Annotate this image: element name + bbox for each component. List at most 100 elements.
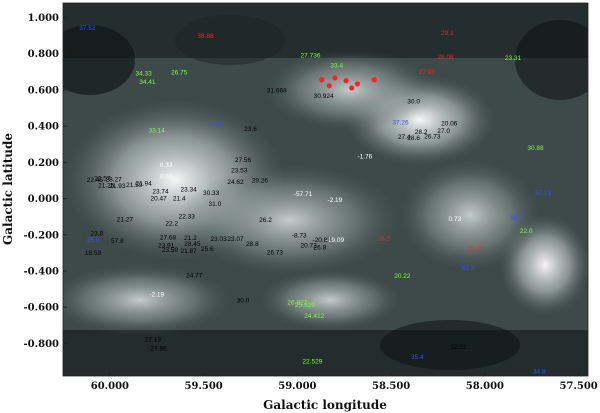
data-point-label: 21.25 — [98, 183, 115, 190]
data-point-label: 23.91 — [158, 242, 175, 249]
x-tick-label: 57.500 — [559, 381, 597, 392]
data-point-label: 30.88 — [527, 145, 544, 152]
data-point-label: 37.52 — [79, 25, 96, 32]
data-point-label: 0.73 — [449, 216, 462, 223]
x-axis: 60.000 59.500 59.000 58.500 58.000 57.500 — [91, 372, 598, 392]
data-point-label: 33.4 — [330, 62, 343, 69]
data-point-label: 26.75 — [171, 70, 188, 77]
y-tick-label: -0.600 — [24, 303, 60, 314]
data-point-marker — [343, 78, 349, 84]
data-point-marker — [332, 75, 338, 81]
data-point-label: 31.668 — [267, 88, 287, 95]
data-point-label: 57.8 — [111, 238, 124, 245]
data-point-label: 27.13 — [145, 337, 162, 344]
data-point-label: 37.9 — [209, 121, 222, 128]
data-point-label: 28.2 — [415, 129, 428, 136]
data-point-label: -8.73 — [292, 232, 307, 239]
x-axis-label: Galactic longitude — [263, 398, 387, 412]
data-point-label: 27.93 — [419, 69, 436, 76]
data-point-marker — [319, 77, 325, 83]
data-point-label: 23.8 — [90, 231, 103, 238]
data-point-label: 21.4 — [173, 195, 186, 202]
data-point-label: 28.08 — [437, 54, 454, 61]
data-point-label: 29.26 — [252, 178, 269, 185]
data-point-label: 21.87 — [180, 248, 197, 255]
x-tick-label: 58.000 — [466, 381, 504, 392]
y-tick-label: -0.200 — [24, 230, 60, 241]
data-point-label: -19.09 — [326, 237, 345, 244]
data-point-label: -1.76 — [357, 154, 372, 161]
data-point-label: 23.59 — [162, 247, 179, 254]
data-point-label: -57.71 — [294, 191, 313, 198]
data-point-label: 34.8 — [533, 368, 546, 375]
data-point-label: 21.27 — [117, 217, 134, 224]
y-axis-label: Galactic latitude — [1, 133, 15, 245]
data-point-label: 24.62 — [227, 179, 244, 186]
data-point-label: 30.924 — [314, 93, 334, 100]
data-point-label: -2.19 — [149, 291, 164, 298]
data-point-label: 21.2 — [184, 235, 197, 242]
data-point-label: 23.31 — [505, 55, 522, 62]
data-point-label: 38.88 — [197, 33, 214, 40]
data-point-label: 22.57 — [94, 175, 111, 182]
data-point-label: 27.96 — [150, 346, 167, 353]
data-point-label: 33.14 — [149, 127, 166, 134]
data-point-label: 0.33 — [160, 162, 173, 169]
data-point-marker — [349, 85, 355, 91]
y-tick-label: 0.000 — [28, 194, 59, 205]
y-tick-label: 0.400 — [28, 122, 59, 133]
data-point-label: 34.33 — [135, 70, 152, 77]
data-point-label: -2.19 — [327, 197, 342, 204]
data-point-label: 28.27 — [105, 176, 122, 183]
data-point-label: 25.5 — [87, 237, 100, 244]
x-tick-label: 58.500 — [372, 381, 410, 392]
y-tick-label: -0.800 — [24, 339, 60, 350]
data-point-marker — [326, 83, 332, 89]
data-point-label: -20.83 — [313, 237, 332, 244]
data-point-label: 27.0 — [437, 128, 450, 135]
data-point-label: 20.06 — [441, 121, 458, 128]
data-point-label: 20.47 — [150, 195, 167, 202]
data-point-label: 27.68 — [160, 234, 177, 241]
y-tick-label: -0.400 — [24, 266, 60, 277]
data-point-label: 29.1 — [441, 30, 454, 37]
data-point-label: 20.22 — [394, 273, 411, 280]
data-point-label: 35.4 — [411, 354, 424, 361]
data-point-label: 0.60 — [160, 173, 173, 180]
data-point-label: 65.3 — [462, 265, 475, 272]
data-point-label: 24.412 — [304, 313, 324, 320]
data-point-label: 22.0 — [520, 228, 533, 235]
y-axis: 1.000 0.800 0.600 0.400 0.200 0.000 -0.200 -0.4… — [24, 13, 67, 350]
data-point-label: 22.45 — [87, 177, 104, 184]
data-point-label: 26.73 — [267, 250, 284, 257]
point-annotations: 37.52 38.88 29.1 27.736 33.4 28.08 23.31 34.33 2… — [79, 25, 551, 375]
data-point-label: 28.8 — [246, 241, 259, 248]
data-point-label: 25.929 — [295, 302, 315, 309]
data-point-label: 23.07 — [227, 236, 244, 243]
data-point-label: 28.45 — [184, 241, 201, 248]
intensity-map-background — [63, 3, 588, 376]
data-point-marker — [371, 77, 377, 83]
data-point-label: 21.93 — [109, 183, 126, 190]
data-point-label: 37.13 — [535, 190, 552, 197]
data-point-label: 27.736 — [301, 52, 321, 59]
data-point-label: 26.827 — [287, 299, 307, 306]
data-point-label: 25.6 — [201, 246, 214, 253]
data-point-label: 27.4 — [398, 134, 411, 141]
x-tick-label: 59.000 — [278, 381, 316, 392]
data-point-label: 23.74 — [152, 188, 169, 195]
data-point-label: 22.33 — [179, 213, 196, 220]
data-point-label: 26.2 — [259, 217, 272, 224]
y-tick-label: 1.000 — [28, 13, 59, 24]
data-point-label: 22.2 — [165, 221, 178, 228]
data-point-label: 21.94 — [135, 181, 152, 188]
x-tick-label: 60.000 — [91, 381, 129, 392]
data-point-label: 21.59 — [126, 182, 143, 189]
data-point-label: 22.51 — [450, 344, 467, 351]
data-point-label: 28.6 — [407, 135, 420, 142]
data-point-label: 22.87 — [467, 246, 484, 253]
data-point-label: 26.8 — [314, 244, 327, 251]
x-tick-label: 59.500 — [184, 381, 222, 392]
data-point-label: 22.529 — [302, 359, 322, 366]
